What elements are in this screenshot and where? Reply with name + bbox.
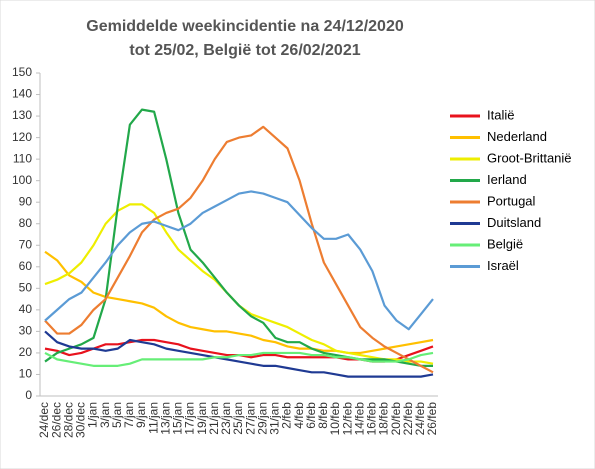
x-tick-label: 26/feb [425, 402, 439, 436]
y-tick-label: 140 [12, 87, 32, 101]
legend-label: Israël [487, 258, 519, 273]
y-tick-label: 100 [12, 173, 32, 187]
legend-label: Groot-Brittanië [487, 150, 572, 165]
x-tick-label: 20/feb [389, 402, 403, 436]
y-tick-label: 150 [12, 65, 32, 79]
legend-label: Duitsland [487, 215, 541, 230]
y-tick-label: 120 [12, 130, 32, 144]
series-line [44, 351, 434, 367]
x-tick-label: 15/jan [171, 402, 185, 435]
series-line [44, 108, 433, 367]
legend-label: Portugal [487, 193, 536, 208]
y-tick-label: 40 [19, 302, 33, 316]
x-tick-label: 26/dec [49, 402, 63, 438]
x-tick-label: 16/feb [365, 402, 379, 436]
y-tick-label: 110 [13, 151, 32, 165]
x-tick-label: 7/jan [122, 402, 136, 428]
legend-label: Ierland [487, 172, 527, 187]
y-tick-label: 10 [19, 367, 33, 381]
x-tick-label: 17/jan [183, 402, 197, 435]
y-tick-label: 0 [25, 388, 32, 402]
x-tick-label: 5/jan [110, 402, 124, 428]
y-tick-label: 130 [12, 108, 32, 122]
y-tick-label: 20 [19, 345, 33, 359]
x-tick-label: 28/dec [61, 402, 75, 438]
x-tick-label: 19/jan [195, 402, 209, 435]
series-line [44, 190, 434, 331]
x-tick-label: 29/jan [255, 402, 269, 435]
x-tick-label: 10/feb [328, 402, 342, 436]
x-tick-label: 8/feb [316, 402, 330, 429]
x-tick-label: 21/jan [207, 402, 221, 435]
x-tick-label: 24/feb [413, 402, 427, 436]
y-tick-label: 90 [19, 194, 33, 208]
series-line [44, 125, 434, 374]
x-tick-label: 22/feb [401, 402, 415, 436]
x-tick-label: 12/feb [340, 402, 354, 436]
legend-label: Nederland [487, 129, 547, 144]
series-line [44, 250, 434, 355]
x-tick-label: 31/jan [268, 402, 282, 435]
chart-title: tot 25/02, België tot 26/02/2021 [129, 42, 360, 59]
y-tick-label: 80 [19, 216, 33, 230]
y-tick-label: 50 [19, 281, 33, 295]
series-line [44, 330, 434, 378]
x-tick-label: 11/jan [146, 402, 160, 434]
x-tick-label: 9/jan [134, 402, 148, 428]
x-tick-label: 13/jan [158, 402, 172, 435]
x-tick-label: 4/feb [292, 402, 306, 429]
x-tick-label: 1/jan [86, 402, 100, 428]
x-tick-label: 30/dec [74, 402, 88, 438]
x-tick-label: 27/jan [243, 402, 257, 435]
chart-title: Gemiddelde weekincidentie na 24/12/2020 [86, 18, 404, 35]
x-tick-label: 24/dec [37, 402, 51, 438]
legend-label: Italië [487, 107, 514, 122]
y-tick-label: 70 [19, 237, 33, 251]
x-tick-label: 2/feb [280, 402, 294, 429]
x-tick-label: 14/feb [352, 402, 366, 436]
x-tick-label: 23/jan [219, 402, 233, 435]
x-tick-label: 25/jan [231, 402, 245, 435]
y-tick-label: 60 [19, 259, 33, 273]
x-tick-label: 6/feb [304, 402, 318, 429]
x-tick-label: 3/jan [98, 402, 112, 428]
y-tick-label: 30 [19, 324, 33, 338]
legend-label: België [487, 236, 523, 251]
x-tick-label: 18/feb [377, 402, 391, 436]
